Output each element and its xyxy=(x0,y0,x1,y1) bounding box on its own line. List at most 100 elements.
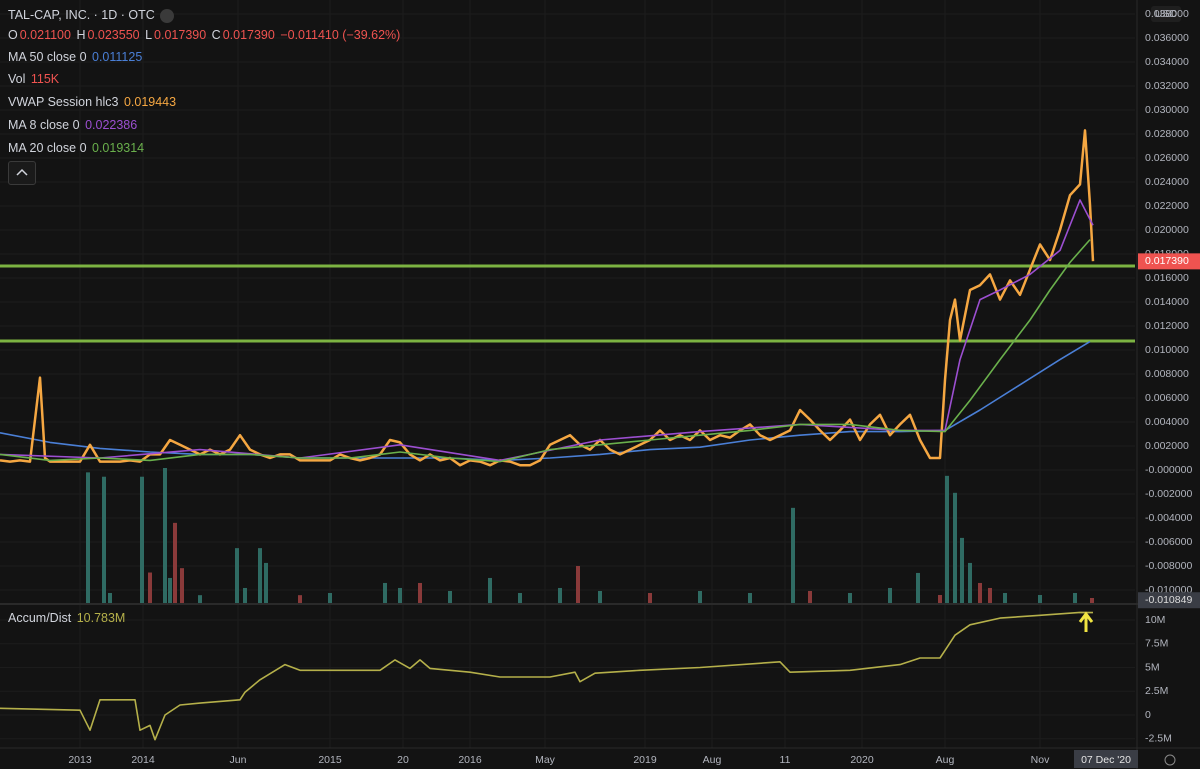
collapse-button[interactable] xyxy=(8,161,36,185)
volume-bar xyxy=(163,468,167,603)
title: TAL-CAP, INC. · 1D · OTC xyxy=(8,8,155,22)
y-tick-label: -0.004000 xyxy=(1145,512,1192,524)
volume-bar xyxy=(148,572,152,603)
y-tick-label: -2.5M xyxy=(1145,733,1172,745)
y-tick-label: 0.032000 xyxy=(1145,80,1189,92)
volume-bar xyxy=(698,590,702,603)
y-tick-label: 0.022000 xyxy=(1145,200,1189,212)
price-tag-box xyxy=(1138,253,1200,270)
hide-button[interactable] xyxy=(160,8,175,23)
volume-bar xyxy=(808,590,812,603)
volume-bar xyxy=(576,565,580,603)
ohlc-value: 0.021100 xyxy=(19,28,71,42)
indicator-name: VWAP Session hlc3 xyxy=(8,95,119,109)
y-tick-label: -0.008000 xyxy=(1145,560,1192,572)
y-tick-label: -0.006000 xyxy=(1145,536,1192,548)
volume-bar xyxy=(888,587,892,603)
volume-bar xyxy=(648,592,652,603)
price-tag: 0.017390 xyxy=(1145,255,1189,267)
volume-bar xyxy=(180,568,184,603)
volume-bar xyxy=(448,590,452,603)
volume-bar xyxy=(298,595,302,603)
y-tick-label: 7.5M xyxy=(1145,638,1168,650)
ohlc-change: −0.011410 (−39.62%) xyxy=(280,28,401,42)
y-tick-label: -0.000000 xyxy=(1145,464,1192,476)
ohlc-value: 0.023550 xyxy=(87,28,140,42)
volume-bar xyxy=(953,492,957,603)
x-tick-label: 20 xyxy=(397,754,409,766)
indicator-name: MA 50 close 0 xyxy=(8,50,87,64)
y-tick-label: 0.038000 xyxy=(1145,8,1189,20)
x-tick-label: 2019 xyxy=(633,754,657,766)
volume-bar xyxy=(791,507,795,603)
volume-bar xyxy=(988,587,992,603)
x-tick-label: Aug xyxy=(703,754,722,766)
volume-bar xyxy=(848,592,852,603)
ohlc-label: C xyxy=(211,28,221,42)
indicator-name: Vol xyxy=(8,72,26,86)
y-tick-label: 0.026000 xyxy=(1145,152,1189,164)
price-tag-box xyxy=(1138,592,1200,609)
volume-bar xyxy=(916,572,920,603)
volume-bar xyxy=(243,587,247,603)
arrow-annotation xyxy=(1078,611,1094,632)
volume-bar xyxy=(945,475,949,603)
x-tick-label: 2016 xyxy=(458,754,482,766)
volume-bar xyxy=(398,587,402,603)
indicator-legend[interactable]: MA 8 close 0 0.022386 xyxy=(8,118,139,132)
indicator-value: 0.019314 xyxy=(92,141,145,155)
y-tick-label: 10M xyxy=(1145,614,1165,626)
indicator-value: 10.783M xyxy=(76,611,126,625)
volume-bar xyxy=(1073,592,1077,603)
volume-bar xyxy=(140,476,144,603)
volume-bar xyxy=(598,590,602,603)
ohlc-label: O xyxy=(8,28,18,42)
indicator-legend[interactable]: MA 20 close 0 0.019314 xyxy=(8,141,146,155)
y-tick-label: 0.012000 xyxy=(1145,320,1189,332)
volume-bar xyxy=(235,548,239,603)
ohlc-value: 0.017390 xyxy=(154,28,207,42)
ohlc-legend: O 0.021100 H 0.023550 L 0.017390 C 0.017390 … xyxy=(8,28,402,42)
volume-bar xyxy=(960,537,964,603)
volume-bar xyxy=(938,594,942,603)
volume-bar xyxy=(1090,597,1094,603)
volume-bar xyxy=(748,592,752,603)
series-line xyxy=(0,611,1094,741)
x-tick-label: 2014 xyxy=(131,754,155,766)
x-tick-label: 2013 xyxy=(68,754,92,766)
volume-bar xyxy=(198,595,202,603)
indicator-legend[interactable]: Vol 115K xyxy=(8,72,61,86)
volume-bar xyxy=(978,582,982,603)
currency-box xyxy=(1151,6,1181,22)
y-tick-label: -0.002000 xyxy=(1145,488,1192,500)
settings-icon[interactable] xyxy=(1164,754,1176,766)
series-line xyxy=(0,239,1091,463)
accum-legend[interactable]: Accum/Dist 10.783M xyxy=(8,611,127,625)
indicator-name: MA 8 close 0 xyxy=(8,118,80,132)
volume-bar xyxy=(102,476,106,603)
cursor-date: 07 Dec '20 xyxy=(1081,754,1131,766)
y-tick-label: 0 xyxy=(1145,709,1151,721)
y-tick-label: 0.024000 xyxy=(1145,176,1189,188)
indicator-name: MA 20 close 0 xyxy=(8,141,87,155)
y-tick-label: 0.030000 xyxy=(1145,104,1189,116)
y-tick-label: 0.006000 xyxy=(1145,392,1189,404)
y-tick-label: 0.014000 xyxy=(1145,296,1189,308)
volume-bar xyxy=(383,582,387,603)
series-line xyxy=(0,199,1094,462)
indicator-legend[interactable]: MA 50 close 0 0.011125 xyxy=(8,50,144,64)
x-tick-label: Jun xyxy=(230,754,247,766)
x-tick-label: Aug xyxy=(936,754,955,766)
y-tick-label: 0.002000 xyxy=(1145,440,1189,452)
volume-bar xyxy=(258,548,262,603)
ohlc-value: 0.017390 xyxy=(222,28,275,42)
y-tick-label: 5M xyxy=(1145,661,1160,673)
volume-bar xyxy=(1003,592,1007,603)
volume-bar xyxy=(264,562,268,603)
volume-bar xyxy=(108,592,112,603)
indicator-legend[interactable]: VWAP Session hlc3 0.019443 xyxy=(8,95,178,109)
volume-bar xyxy=(86,472,90,603)
y-tick-label: 0.034000 xyxy=(1145,56,1189,68)
